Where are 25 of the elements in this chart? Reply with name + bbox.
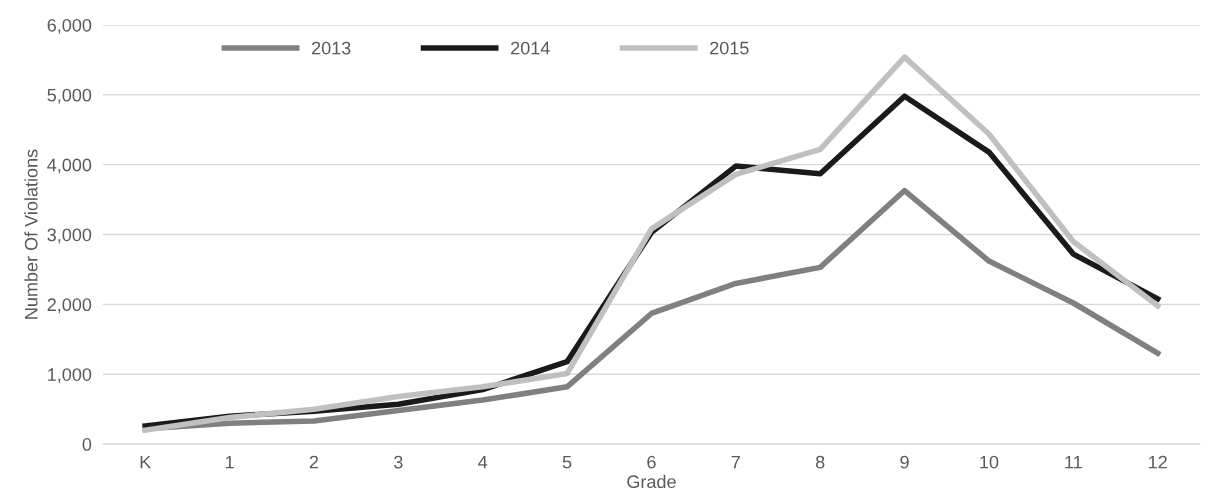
x-tick-label: K (140, 455, 152, 469)
x-tick-label: 6 (647, 455, 656, 469)
x-tick-label: 12 (1149, 455, 1167, 469)
y-axis-title: Number Of Violations (24, 149, 38, 319)
y-tick-label: 2,000 (47, 298, 92, 314)
legend-label: 2015 (710, 41, 749, 55)
x-tick-label: 9 (900, 455, 909, 469)
x-tick-label: 3 (394, 455, 403, 469)
x-tick-label: 10 (980, 455, 999, 469)
y-tick-label: 1,000 (48, 368, 92, 384)
x-tick-label: 2 (309, 455, 319, 469)
legend-label: 2014 (511, 41, 550, 55)
y-tick-label: 5,000 (47, 88, 92, 104)
y-tick-label: 3,000 (47, 228, 92, 244)
x-tick-label: 4 (478, 455, 488, 469)
y-tick-label: 0 (82, 438, 92, 451)
x-tick-label: 5 (562, 455, 572, 469)
x-tick-label: 1 (225, 455, 234, 469)
y-tick-label: 6,000 (47, 18, 92, 34)
x-tick-label: 8 (815, 455, 825, 469)
y-tick-label: 4,000 (47, 158, 92, 174)
x-tick-label: 11 (1065, 455, 1082, 469)
legend-label: 2013 (312, 41, 351, 55)
x-axis-title: Grade (627, 474, 676, 489)
x-tick-label: 7 (731, 455, 740, 469)
